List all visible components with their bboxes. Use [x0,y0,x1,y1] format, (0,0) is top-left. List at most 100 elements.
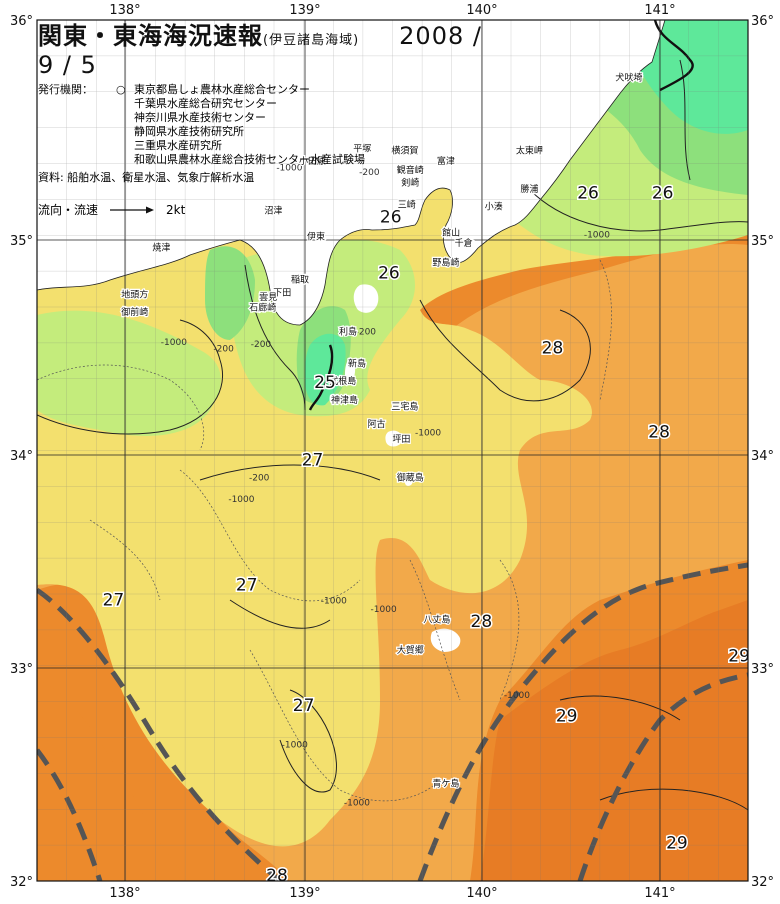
place-label: 焼津 [152,242,170,253]
place-label: 雲見 [259,292,277,303]
temperature-label: 28 [542,339,564,359]
isotherm-lines [37,59,748,811]
place-label: 御蔵島 [397,472,424,484]
place-label: 新島 [348,358,366,370]
lon-tick-141-bottom: 141° [644,886,675,900]
place-label: 地頭方 [121,289,148,301]
lat-tick-32-left: 32° [10,875,33,890]
place-label: 平塚 [353,143,371,154]
longitude-ticks-bottom: 138° 139° 140° 141° [109,886,675,901]
lon-tick-138-bottom: 138° [109,886,140,900]
place-label: 富津 [437,155,455,167]
lon-tick-140-top: 140° [466,3,497,18]
temperature-label: 26 [577,184,599,204]
temperature-label: 28 [648,423,670,443]
place-label: 下田 [273,288,291,299]
lon-tick-139-top: 139° [289,3,320,18]
latitude-ticks-right: 36° 35° 34° 33° 32° [751,14,774,890]
temperature-label: 27 [293,696,315,716]
lon-tick-138-top: 138° [109,3,140,18]
temperature-label: 29 [556,707,578,727]
sst-region-24b [305,333,346,406]
depth-label: -200 [213,344,234,354]
island-oshima [353,284,379,313]
lat-tick-35-right: 35° [751,234,774,249]
depth-label: -1000 [276,164,302,174]
isotherm-24-north [653,20,694,92]
temperature-label: 28 [266,866,288,886]
place-label: 石廊崎 [249,302,276,314]
place-label: 館山 [442,226,460,238]
temperature-label-layer: 26 26 26 26 25 28 28 27 27 27 27 28 29 29 29 28 [101,182,750,886]
depth-label-layer: -1000 -200 -1000 -1000 -200 -200 -200 -1000 -200… [161,164,610,809]
temperature-label: 26 [378,263,400,283]
place-label: 横須賀 [391,144,418,156]
temperature-label: 26 [380,207,402,227]
sst-region-30 [480,600,748,881]
depth-label: -1000 [282,741,308,751]
temperature-label: 27 [302,451,324,471]
lat-tick-35-left: 35° [10,234,33,249]
sst-region-26 [37,310,221,436]
depth-label: -200 [249,474,270,484]
place-label: 伊東 [307,231,325,243]
minor-graticule [37,20,748,881]
depth-label: -1000 [584,230,610,240]
sst-region-29w [37,680,190,881]
place-label: 稲取 [291,274,309,286]
isotherm-24-izu [308,344,334,411]
place-label: 犬吠埼 [615,71,642,83]
sst-region-25c [205,246,255,340]
depth-label: -1000 [371,605,397,615]
depth-label: -1000 [228,495,254,505]
temperature-label: 26 [652,184,674,204]
lon-tick-141-top: 141° [644,3,675,18]
land-boso-top [428,95,487,165]
place-label: 野島崎 [432,256,459,268]
depth-label: -1000 [321,596,347,606]
lat-tick-33-left: 33° [10,662,33,677]
depth-label: -200 [359,168,380,178]
temperature-label: 29 [728,646,750,666]
depth-label: -1000 [161,338,187,348]
depth-label: -200 [251,340,272,350]
place-label: 三宅島 [391,401,418,413]
depth-contours [37,259,612,802]
place-label: 小田原 [299,156,326,167]
island-niijima [344,358,356,386]
temperature-label: 29 [666,834,688,854]
map-frame [36,19,749,882]
island-kozushima [329,393,337,404]
place-label: 観音崎 [397,164,424,176]
lon-tick-139-bottom: 139° [289,886,320,900]
place-label: 坪田 [392,434,410,445]
place-label: 剣崎 [401,177,419,189]
place-label: 阿古 [367,418,385,430]
island-mikurajima [404,475,413,486]
island-miyakejima [385,430,403,447]
place-label: 沼津 [264,206,282,217]
land-miura [397,178,418,212]
kuroshio-axis [37,562,748,881]
temperature-label: 28 [471,612,493,632]
place-label: 小湊 [485,200,503,212]
depth-label: -1000 [415,428,441,438]
temperature-label: 27 [103,590,125,610]
place-label: 式根島 [329,375,356,387]
temperature-label: 25 [314,373,336,393]
latitude-ticks-left: 36° 35° 34° 33° 32° [10,14,33,890]
place-label: 神津島 [331,394,358,406]
depth-label: -1000 [504,691,530,701]
lat-tick-33-right: 33° [751,662,774,677]
place-label: 利島 [339,325,357,337]
depth-label: -200 [356,327,377,337]
place-label: 三崎 [398,198,416,210]
land-honshu [37,20,665,325]
lon-tick-140-bottom: 140° [466,886,497,900]
place-label: 御前崎 [121,306,148,318]
lat-tick-36-right: 36° [751,14,774,29]
place-label: 千倉 [455,237,473,249]
place-label: 太東岬 [516,144,543,156]
place-label: 勝浦 [520,183,538,195]
